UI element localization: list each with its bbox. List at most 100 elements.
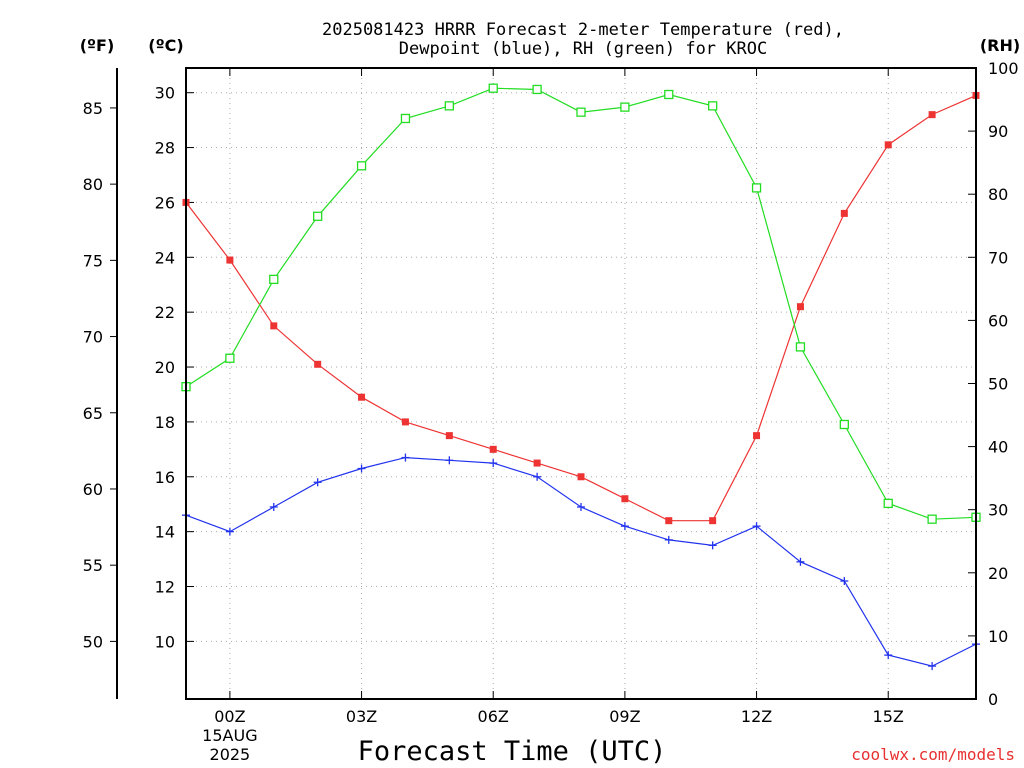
data-point [489, 459, 498, 468]
rh-tick-label: 30 [988, 501, 1008, 520]
series-layer [181, 83, 981, 671]
data-point [708, 101, 718, 111]
celsius-tick-label: 26 [155, 193, 175, 212]
fahrenheit-axis-unit: (ºF) [80, 36, 115, 55]
data-point [444, 101, 454, 111]
data-point [270, 322, 278, 330]
data-point [313, 478, 322, 487]
celsius-tick-label: 24 [155, 248, 175, 267]
data-point [620, 522, 629, 531]
data-point [445, 432, 453, 440]
celsius-tick-label: 14 [155, 523, 175, 542]
rh-tick-label: 100 [988, 59, 1019, 78]
chart-title-line-2: Dewpoint (blue), RH (green) for KROC [399, 39, 767, 59]
data-point [269, 502, 278, 511]
data-point [840, 209, 848, 217]
rh-tick-label: 40 [988, 438, 1008, 457]
data-point [795, 342, 806, 352]
data-point [621, 495, 629, 503]
data-point [400, 113, 411, 124]
data-point [533, 459, 541, 467]
celsius-tick-label: 30 [155, 84, 175, 103]
fahrenheit-tick-label: 70 [83, 328, 103, 347]
data-point [225, 353, 235, 363]
time-tick-label: 15AUG [202, 726, 257, 745]
plot-frame [185, 67, 977, 700]
series-dewpoint [182, 453, 980, 671]
time-tick-label: 00Z [214, 707, 245, 726]
series-line [185, 94, 977, 522]
series-line [185, 456, 977, 667]
data-point [532, 84, 542, 95]
rh-axis-unit: (RH) [980, 36, 1020, 55]
rh-tick-label: 10 [988, 627, 1008, 646]
data-point [358, 393, 366, 401]
data-point [445, 456, 454, 465]
data-point [269, 274, 279, 285]
data-point [884, 141, 892, 149]
data-point [620, 102, 630, 112]
rh-tick-label: 80 [988, 185, 1008, 204]
fahrenheit-tick-label: 85 [83, 99, 103, 118]
data-point [928, 662, 937, 671]
time-tick-label: 06Z [478, 707, 509, 726]
data-point [840, 577, 849, 586]
time-tick-label: 09Z [609, 707, 640, 726]
data-point [796, 303, 804, 311]
celsius-tick-label: 18 [155, 413, 175, 432]
rh-tick-label: 90 [988, 122, 1008, 141]
data-point [751, 183, 762, 193]
fahrenheit-tick-label: 55 [83, 556, 103, 575]
data-point [226, 256, 234, 264]
rh-tick-label: 70 [988, 248, 1008, 267]
series-rh [181, 83, 981, 524]
data-point [665, 517, 673, 525]
chart-title-line-1: 2025081423 HRRR Forecast 2-meter Tempera… [322, 20, 844, 40]
data-point [401, 418, 409, 426]
data-point [313, 211, 323, 221]
celsius-tick-label: 20 [155, 358, 175, 377]
celsius-tick-label: 22 [155, 303, 175, 322]
rh-tick-label: 60 [988, 311, 1008, 330]
data-point [401, 453, 410, 462]
x-axis-title: Forecast Time (UTC) [358, 736, 667, 767]
celsius-tick-label: 10 [155, 632, 175, 651]
fahrenheit-tick-label: 60 [83, 480, 103, 499]
data-point [927, 514, 937, 524]
data-point [225, 527, 234, 536]
data-point [839, 419, 849, 430]
data-point [709, 517, 717, 525]
rh-tick-label: 0 [988, 690, 998, 709]
time-tick-label: 12Z [741, 707, 772, 726]
data-point [489, 445, 497, 453]
data-point [708, 541, 717, 550]
data-point [314, 360, 322, 368]
celsius-axis-unit: (ºC) [148, 36, 183, 55]
data-point [577, 502, 585, 511]
data-point [664, 89, 674, 100]
time-tick-label: 2025 [210, 745, 251, 764]
celsius-tick-label: 16 [155, 468, 175, 487]
time-tick-label: 15Z [873, 707, 904, 726]
data-point [356, 161, 367, 171]
rh-tick-label: 50 [988, 375, 1008, 394]
data-point [533, 472, 542, 481]
data-point [796, 557, 805, 566]
data-point [488, 83, 498, 93]
series-temperature [182, 91, 980, 525]
data-point [884, 651, 893, 660]
data-point [928, 111, 936, 119]
data-point [753, 432, 761, 440]
celsius-tick-label: 12 [155, 578, 175, 597]
data-point [883, 498, 893, 509]
rh-axis: 0 10 20 30 40 50 60 70 80 90 100 [968, 59, 1019, 709]
data-point [577, 473, 585, 481]
rh-tick-label: 20 [988, 564, 1008, 583]
data-point [752, 522, 761, 531]
series-line [185, 87, 977, 520]
data-point [357, 464, 366, 473]
celsius-tick-label: 28 [155, 139, 175, 158]
fahrenheit-tick-label: 80 [83, 175, 103, 194]
